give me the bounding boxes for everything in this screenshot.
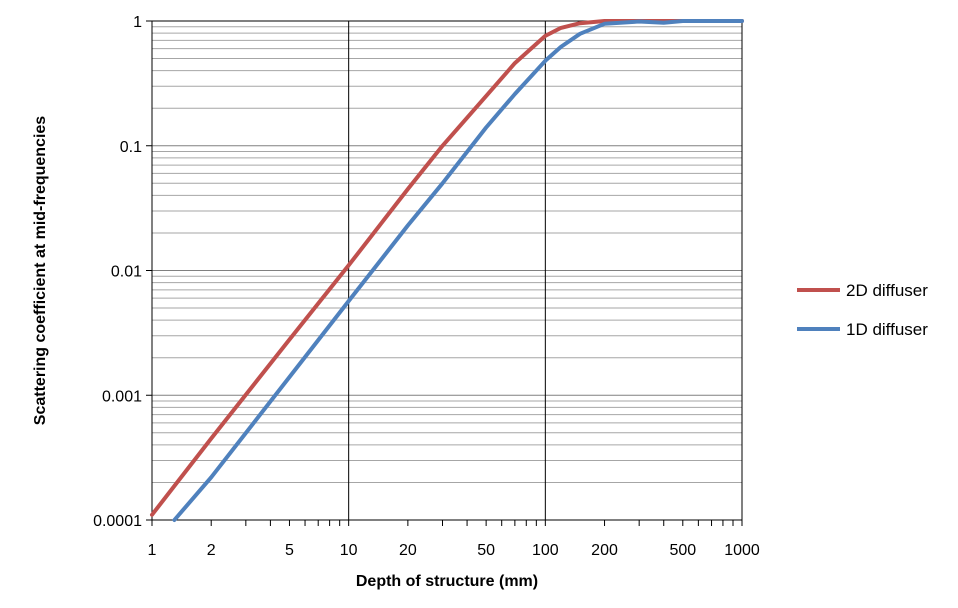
series-lines: [150, 19, 744, 522]
y-tick-label: 0.01: [111, 264, 142, 281]
y-tick-label: 0.1: [120, 139, 142, 156]
grid: [152, 20, 742, 521]
x-tick-label: 10: [340, 542, 358, 559]
x-tick-label: 5: [285, 542, 294, 559]
x-axis-title: Depth of structure (mm): [356, 573, 538, 590]
x-tick-label: 2: [207, 542, 216, 559]
legend-label-1d-diffuser: 1D diffuser: [846, 320, 928, 339]
x-tick-label: 1: [148, 542, 157, 559]
x-tick-label: 50: [477, 542, 495, 559]
legend-label-2d-diffuser: 2D diffuser: [846, 281, 928, 300]
series-line-1d-diffuser: [172, 19, 744, 522]
legend: 2D diffuser 1D diffuser: [797, 281, 928, 339]
x-tick-label: 500: [669, 542, 696, 559]
x-tick-label: 1000: [724, 542, 760, 559]
x-tick-label: 20: [399, 542, 417, 559]
y-tick-label: 0.0001: [93, 513, 142, 530]
x-tick-label: 100: [532, 542, 559, 559]
y-axis-title: Scattering coefficient at mid-frequencie…: [32, 116, 49, 426]
y-axis-ticks: 0.0001 0.001 0.01 0.1 1: [93, 14, 152, 530]
x-tick-label: 200: [591, 542, 618, 559]
x-axis-ticks: 1 2 5 10 20 50 100 200 500 1000: [148, 520, 760, 559]
y-tick-label: 1: [133, 14, 142, 31]
y-tick-label: 0.001: [102, 388, 142, 405]
